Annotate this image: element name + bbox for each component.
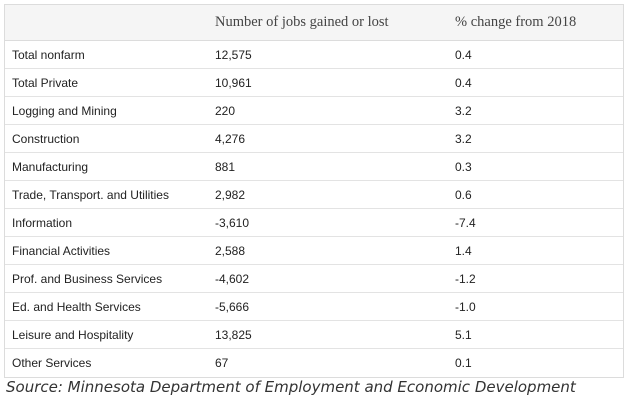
sector-cell: Financial Activities [12,243,111,258]
sector-cell: Logging and Mining [12,103,117,118]
sector-cell: Information [12,215,73,230]
jobs-cell: 4,276 [215,131,246,146]
source-caption: Source: Minnesota Department of Employme… [6,378,576,396]
sector-cell: Manufacturing [12,159,89,174]
table-row: Trade, Transport. and Utilities 2,982 0.… [5,181,623,209]
pct-cell: 0.6 [455,187,472,202]
jobs-cell: 12,575 [215,47,252,62]
table-row: Manufacturing 881 0.3 [5,153,623,181]
table-row: Leisure and Hospitality 13,825 5.1 [5,321,623,349]
sector-cell: Construction [12,131,80,146]
pct-cell: 0.1 [455,356,472,370]
jobs-cell: -5,666 [215,299,250,314]
pct-cell: 0.4 [455,75,472,90]
pct-cell: 3.2 [455,103,472,118]
jobs-cell: 220 [215,103,236,118]
sector-cell: Prof. and Business Services [12,271,163,286]
table-header-row: Number of jobs gained or lost % change f… [5,5,623,41]
jobs-cell: 2,588 [215,243,246,258]
table-row: Ed. and Health Services -5,666 -1.0 [5,293,623,321]
table-row: Financial Activities 2,588 1.4 [5,237,623,265]
jobs-cell: 13,825 [215,327,252,342]
table-row: Total Private 10,961 0.4 [5,69,623,97]
jobs-cell: 67 [215,356,229,370]
pct-cell: -7.4 [455,215,476,230]
pct-cell: -1.2 [455,271,476,286]
table-row: Information -3,610 -7.4 [5,209,623,237]
header-pct-change: % change from 2018 [455,14,577,30]
jobs-cell: -3,610 [215,215,250,230]
jobs-cell: 2,982 [215,187,246,202]
pct-cell: 0.3 [455,159,472,174]
jobs-cell: 881 [215,159,236,174]
sector-cell: Total nonfarm [12,47,85,62]
pct-cell: -1.0 [455,299,476,314]
jobs-cell: -4,602 [215,271,250,286]
sector-cell: Total Private [12,75,79,90]
sector-cell: Ed. and Health Services [12,299,141,314]
table-row: Prof. and Business Services -4,602 -1.2 [5,265,623,293]
jobs-cell: 10,961 [215,75,252,90]
sector-cell: Trade, Transport. and Utilities [12,187,169,202]
table-row: Total nonfarm 12,575 0.4 [5,41,623,69]
header-jobs: Number of jobs gained or lost [215,14,389,30]
table-row: Logging and Mining 220 3.2 [5,97,623,125]
pct-cell: 3.2 [455,131,472,146]
table-row: Construction 4,276 3.2 [5,125,623,153]
table-row: Other Services 67 0.1 [5,349,623,377]
pct-cell: 1.4 [455,243,472,258]
pct-cell: 5.1 [455,327,472,342]
sector-cell: Leisure and Hospitality [12,327,134,342]
pct-cell: 0.4 [455,47,472,62]
jobs-table: Number of jobs gained or lost % change f… [4,4,624,378]
sector-cell: Other Services [12,356,92,370]
